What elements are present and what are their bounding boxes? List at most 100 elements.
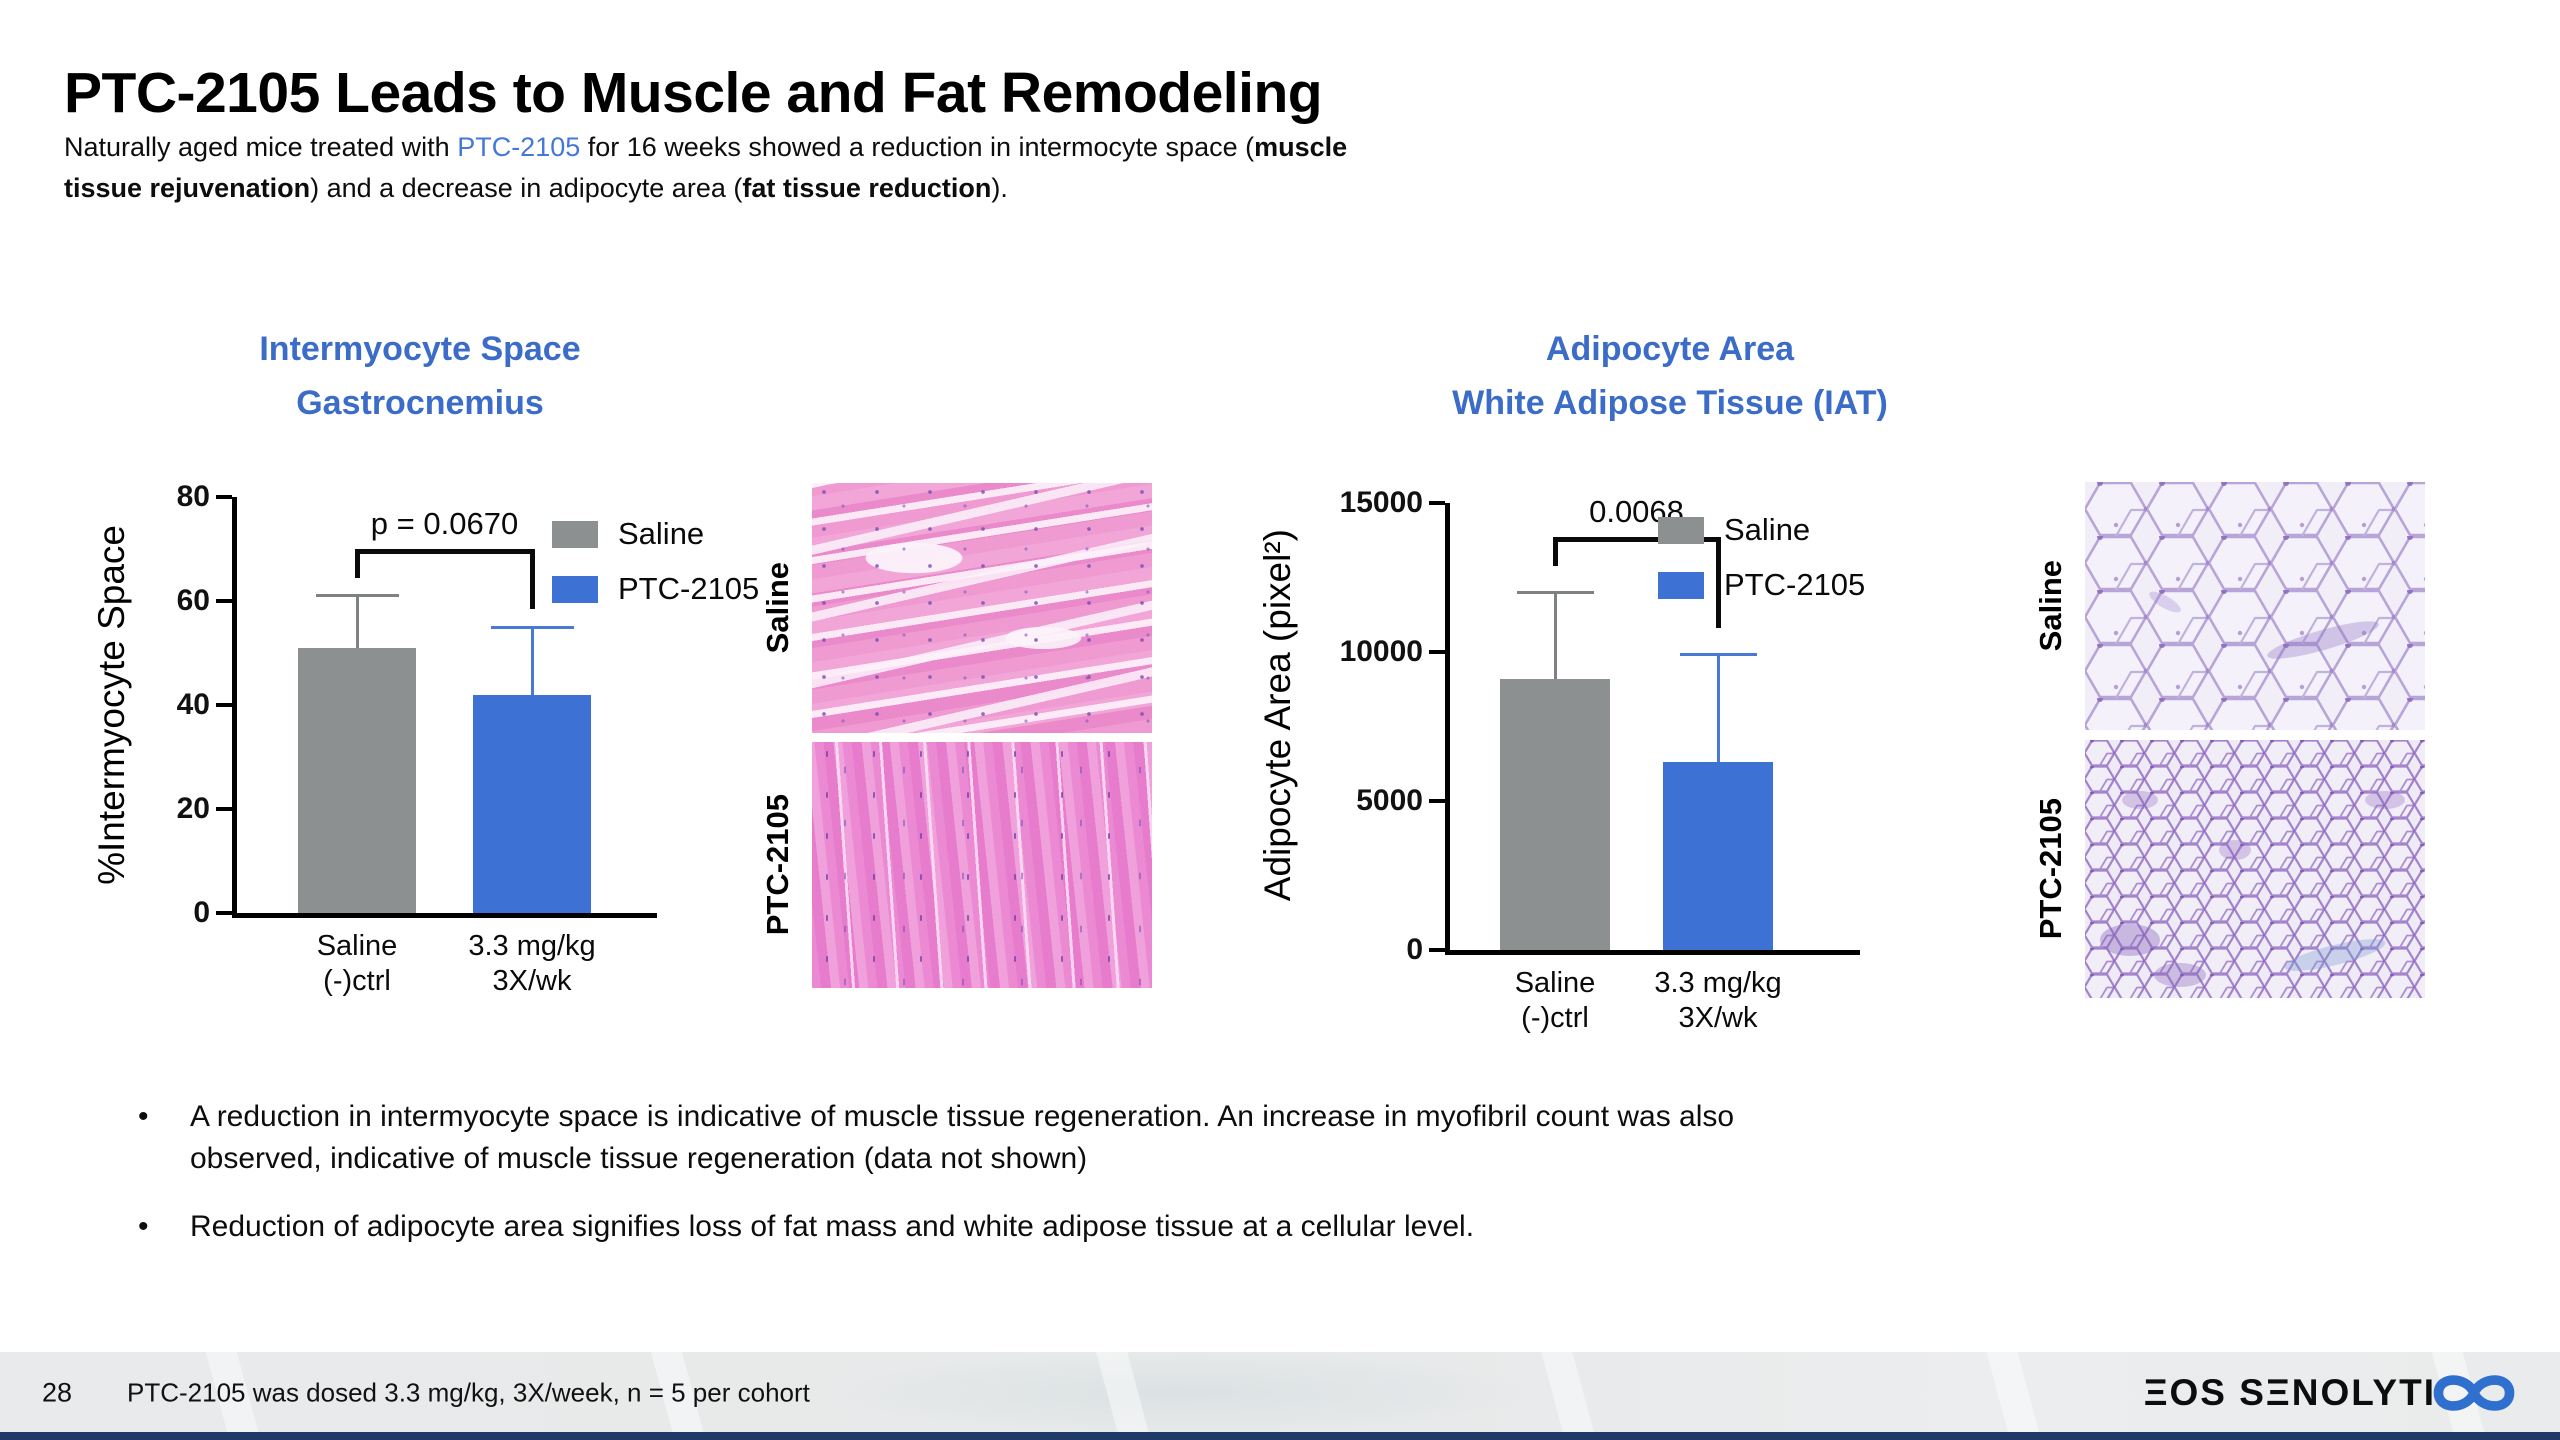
adipose-ptc-micrograph — [2085, 740, 2425, 998]
y-tick-label: 5000 — [1356, 784, 1423, 817]
significance-bracket — [1553, 536, 1721, 542]
bullet-fat: Reduction of adipocyte area signifies lo… — [120, 1206, 1820, 1248]
x-category-line: Saline — [316, 930, 398, 962]
y-tick-label: 15000 — [1339, 486, 1423, 519]
bar-saline — [1500, 678, 1610, 950]
error-cap-ptc-2105 — [1679, 653, 1757, 657]
significance-bracket-left — [355, 549, 360, 578]
infinity-icon — [2433, 1375, 2515, 1411]
error-bar-saline — [355, 595, 359, 648]
x-category-line: 3X/wk — [492, 964, 572, 997]
intro-pre: Naturally aged mice treated with — [64, 132, 458, 162]
adipose-saline-label: Saline — [2033, 560, 2068, 652]
right-chart-legend: Saline PTC-2105 — [1658, 512, 1865, 603]
error-cap-saline — [1516, 590, 1594, 594]
y-tick — [216, 911, 232, 915]
legend-label: PTC-2105 — [1724, 567, 1866, 602]
intro-end: ). — [991, 173, 1008, 204]
error-bar-ptc-2105 — [530, 627, 534, 695]
x-category-label: Saline (-)ctrl — [1445, 966, 1665, 1036]
error-bar-saline — [1553, 592, 1557, 679]
right-chart-title-line2: White Adipose Tissue (IAT) — [1452, 384, 1888, 423]
left-chart-title: Intermyocyte Space Gastrocnemius — [160, 322, 680, 431]
x-category-label: 3.3 mg/kg 3X/wk — [1608, 966, 1828, 1036]
page-number: 28 — [42, 1377, 73, 1408]
y-tick — [1429, 799, 1445, 803]
dosing-footnote: PTC-2105 was dosed 3.3 mg/kg, 3X/week, n… — [127, 1377, 810, 1408]
legend-row-saline: Saline — [552, 516, 759, 552]
muscle-saline-label: Saline — [760, 562, 795, 654]
y-tick — [216, 703, 232, 707]
intro-bold-fat: fat tissue reduction — [742, 173, 992, 204]
bullet-muscle: A reduction in intermyocyte space is ind… — [120, 1096, 1820, 1180]
eos-senolytix-logo: ΞOS SΞNOLYTI — [2144, 1364, 2522, 1422]
p-value-label: p = 0.0670 — [370, 506, 519, 542]
bullet-muscle-line1: A reduction in intermyocyte space is ind… — [190, 1100, 1735, 1133]
right-chart-title: Adipocyte Area White Adipose Tissue (IAT… — [1390, 322, 1950, 431]
bullet-fat-line1: Reduction of adipocyte area signifies lo… — [190, 1210, 1475, 1243]
takeaway-bullets: A reduction in intermyocyte space is ind… — [120, 1096, 1820, 1274]
x-category-label: 3.3 mg/kg 3X/wk — [422, 929, 642, 999]
intro-mid1: for 16 weeks showed a reduction in inter… — [580, 132, 1255, 162]
bar-saline — [298, 647, 416, 913]
y-tick — [1429, 501, 1445, 505]
legend-swatch-saline — [552, 520, 598, 548]
muscle-ptc-micrograph — [812, 742, 1152, 988]
intro-mid2: ) and a decrease in adipocyte area ( — [310, 173, 743, 204]
logo-wordmark: ΞOS SΞNOLYTI — [2143, 1372, 2436, 1413]
x-category-line: Saline — [1514, 967, 1596, 999]
y-tick-label: 20 — [176, 792, 210, 825]
legend-swatch-ptc-2105 — [552, 575, 598, 603]
y-tick — [216, 495, 232, 499]
muscle-ptc-label: PTC-2105 — [760, 794, 795, 936]
x-category-line: 3.3 mg/kg — [1654, 967, 1782, 999]
legend-row-ptc-2105: PTC-2105 — [552, 571, 759, 607]
bullet-muscle-line2: observed, indicative of muscle tissue re… — [190, 1142, 1088, 1175]
y-tick — [216, 599, 232, 603]
adipose-saline-micrograph — [2085, 482, 2425, 730]
x-category-line: 3X/wk — [1678, 1001, 1758, 1034]
y-tick-label: 60 — [176, 584, 210, 617]
intro-bold-muscle: muscle — [1254, 132, 1348, 162]
x-category-line: 3.3 mg/kg — [468, 930, 596, 962]
adipose-ptc-label: PTC-2105 — [2033, 798, 2068, 940]
left-chart-title-line2: Gastrocnemius — [296, 384, 544, 423]
left-chart-legend: Saline PTC-2105 — [552, 516, 759, 607]
y-tick-label: 80 — [176, 480, 210, 513]
footer-band: 28 PTC-2105 was dosed 3.3 mg/kg, 3X/week… — [0, 1352, 2560, 1434]
legend-label: Saline — [1724, 512, 1811, 547]
muscle-saline-micrograph — [812, 483, 1152, 733]
legend-label: Saline — [618, 516, 705, 551]
significance-bracket-right — [1716, 536, 1721, 629]
error-cap-saline — [315, 594, 399, 598]
adipocyte-area-chart: 0 5000 10000 15000 Saline (-)ctrl 3.3 mg/kg 3X/… — [1340, 488, 1860, 1034]
y-tick — [216, 807, 232, 811]
bottom-accent-strip — [0, 1432, 2560, 1440]
y-tick-label: 40 — [176, 688, 210, 721]
y-tick-label: 0 — [193, 896, 210, 929]
bar-ptc-2105 — [473, 694, 591, 913]
drug-name-text: PTC-2105 — [457, 132, 581, 162]
x-category-line: (-)ctrl — [323, 964, 391, 997]
y-tick-label: 0 — [1406, 933, 1423, 966]
slide-title: PTC-2105 Leads to Muscle and Fat Remodel… — [64, 61, 1323, 126]
significance-bracket-right — [530, 549, 535, 609]
significance-bracket-left — [1553, 536, 1558, 566]
y-tick — [1429, 650, 1445, 654]
error-cap-ptc-2105 — [490, 625, 574, 629]
y-tick — [1429, 948, 1445, 952]
x-category-label: Saline (-)ctrl — [247, 929, 467, 999]
intro-paragraph: Naturally aged mice treated with PTC-210… — [64, 127, 1664, 209]
right-chart-title-line1: Adipocyte Area — [1545, 330, 1795, 368]
legend-swatch-ptc-2105 — [1658, 571, 1704, 599]
legend-swatch-saline — [1658, 516, 1704, 544]
y-tick-label: 10000 — [1339, 635, 1423, 668]
legend-label: PTC-2105 — [618, 571, 760, 606]
intermyocyte-space-chart: 0 20 40 60 80 Saline (-)ctrl 3.3 mg/kg 3X/wk p = … — [177, 482, 657, 997]
error-bar-ptc-2105 — [1716, 655, 1720, 763]
right-y-axis-label: Adipocyte Area (pixel²) — [1257, 528, 1298, 902]
intro-bold-rejuvenation: tissue rejuvenation — [64, 173, 311, 204]
left-chart-title-line1: Intermyocyte Space — [259, 330, 581, 368]
bar-ptc-2105 — [1663, 762, 1773, 950]
